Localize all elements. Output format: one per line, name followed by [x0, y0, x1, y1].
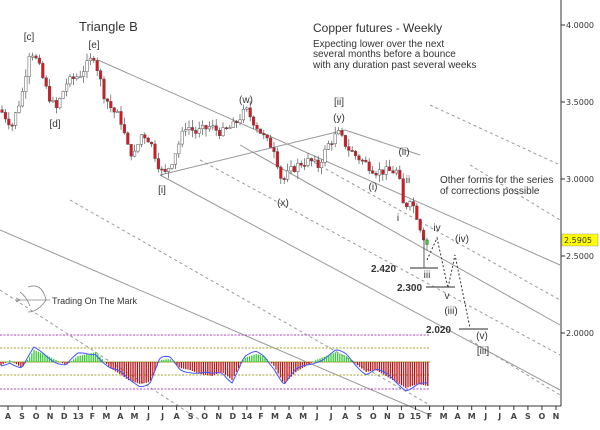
- x-tick-label: N: [47, 412, 54, 421]
- x-tick-label: O: [370, 412, 377, 421]
- note-line-2: of corrections possible: [440, 186, 540, 197]
- x-tick-label: S: [188, 412, 194, 421]
- wave-label: (x): [277, 198, 289, 209]
- wave-label: [ii]: [334, 97, 344, 108]
- x-tick-label: J: [315, 412, 319, 421]
- x-tick-label: J: [146, 412, 150, 421]
- x-tick-label: O: [539, 412, 546, 421]
- x-axis-ticks: A S O N D 13 F M A M J J A S O N D 14 F M A M J J A S O N D 15 F M A M J J A…: [5, 406, 559, 421]
- x-tick-label: M: [299, 412, 307, 421]
- wave-label: v: [445, 291, 450, 302]
- wave-label: [i]: [158, 185, 166, 196]
- subtitle-line-3: with any duration past several weeks: [312, 60, 476, 71]
- x-tick-label: O: [33, 412, 40, 421]
- wave-label: [c]: [24, 32, 35, 43]
- target-lines: [410, 267, 488, 330]
- wave-label: (w): [239, 95, 253, 106]
- wave-label: [iii]: [477, 346, 489, 357]
- x-tick-label: S: [19, 412, 25, 421]
- y-tick-label: 4.0000: [566, 21, 594, 30]
- watermark-text: Trading On The Mark: [52, 296, 138, 306]
- x-tick-label: F: [258, 412, 263, 421]
- x-tick-label: O: [201, 412, 208, 421]
- trading-on-the-mark-logo: [15, 285, 50, 313]
- x-tick-label: M: [440, 412, 448, 421]
- last-price-badge: [561, 233, 599, 247]
- x-tick-label: A: [117, 412, 124, 421]
- x-tick-label: J: [160, 412, 164, 421]
- x-tick-label: D: [61, 412, 68, 421]
- y-axis-ticks: 4.0000 3.5000 3.0000 2.5000 2.0000: [561, 21, 594, 338]
- wave-label: (y): [333, 113, 345, 124]
- x-tick-label: M: [102, 412, 110, 421]
- channel-lines: [0, 59, 561, 421]
- x-tick-label: 15: [410, 412, 422, 421]
- wave-label: [e]: [88, 40, 99, 51]
- x-tick-label: M: [130, 412, 138, 421]
- y-tick-label: 2.5000: [566, 252, 594, 261]
- x-tick-label: A: [455, 412, 462, 421]
- note-line-1: Other forms for the series: [440, 175, 553, 186]
- x-tick-label: N: [553, 412, 560, 421]
- x-tick-label: D: [230, 412, 237, 421]
- wave-label: (v): [476, 331, 488, 342]
- y-tick-label: 3.5000: [566, 98, 594, 107]
- wave-label: (iii): [444, 306, 457, 317]
- wave-label: iv: [433, 223, 440, 234]
- target-2420: 2.420: [371, 264, 396, 275]
- subtitle-line-1: Expecting lower over the next: [313, 39, 444, 50]
- wave-label: iii: [424, 270, 431, 281]
- x-tick-label: N: [384, 412, 391, 421]
- wave-label: [d]: [49, 119, 60, 130]
- x-tick-label: J: [483, 412, 487, 421]
- wave-label: ii: [406, 175, 410, 186]
- x-tick-label: D: [398, 412, 405, 421]
- x-tick-label: S: [356, 412, 362, 421]
- x-tick-label: 13: [73, 412, 84, 421]
- oscillator-panel: [0, 334, 430, 392]
- x-tick-label: A: [511, 412, 518, 421]
- x-tick-label: M: [468, 412, 476, 421]
- target-2300: 2.300: [397, 283, 422, 294]
- last-price-value: 2.5905: [564, 236, 592, 245]
- x-tick-label: A: [342, 412, 349, 421]
- wave-label: (i): [369, 182, 378, 193]
- x-tick-label: M: [271, 412, 279, 421]
- x-tick-label: A: [174, 412, 181, 421]
- x-tick-label: 14: [241, 412, 253, 421]
- wave-label: (ii): [398, 147, 409, 158]
- x-tick-label: A: [5, 412, 12, 421]
- wave-label: (iv): [455, 234, 469, 245]
- chart-title: Copper futures - Weekly: [313, 21, 442, 35]
- x-tick-label: A: [286, 412, 293, 421]
- x-tick-label: J: [329, 412, 333, 421]
- x-tick-label: J: [497, 412, 501, 421]
- wave-label: i: [397, 213, 399, 224]
- x-tick-label: F: [427, 412, 432, 421]
- projection-paths: [426, 236, 471, 329]
- target-2020: 2.020: [426, 325, 451, 336]
- candlesticks: [0, 52, 429, 269]
- x-tick-label: F: [90, 412, 95, 421]
- x-tick-label: S: [525, 412, 531, 421]
- pattern-label: Triangle B: [79, 19, 138, 34]
- wave-labels: [c][d][e][i](w)(x)[ii](y)(i)(ii)iiiiv(iv…: [24, 32, 490, 357]
- y-tick-label: 3.0000: [566, 175, 594, 184]
- y-tick-label: 2.0000: [566, 329, 594, 338]
- subtitle-line-2: several months before a bounce: [313, 49, 456, 60]
- x-tick-label: N: [215, 412, 222, 421]
